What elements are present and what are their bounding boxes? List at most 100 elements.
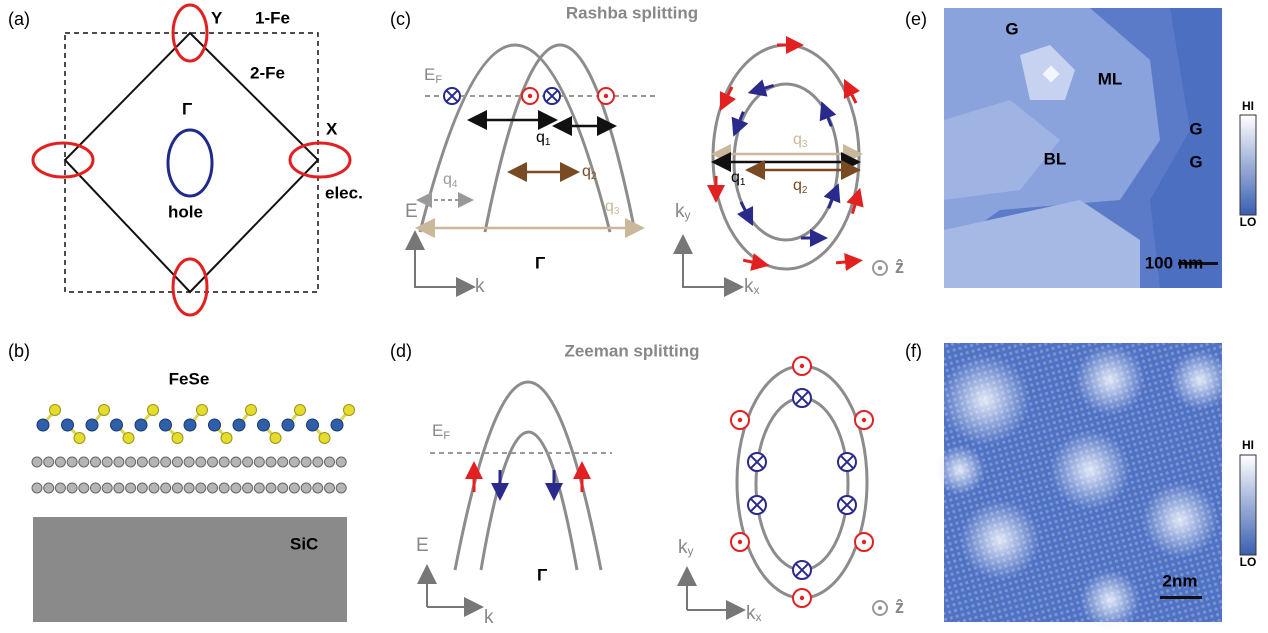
si-atom [266,483,276,493]
ef-main: E [424,65,435,84]
si-atom [313,457,323,467]
label-y: Y [211,8,223,27]
si-atom [102,457,112,467]
panel-label: (b) [8,341,30,361]
si-atom [231,457,241,467]
si-atom [44,483,54,493]
q-sub: 2 [802,185,808,196]
q-label: q1 [536,129,551,147]
k-sub: x [754,283,760,297]
electron-pocket [290,143,350,177]
se-atom [50,405,61,416]
ef-sub: F [435,74,442,86]
q-sub: 1 [740,177,746,188]
si-atom [336,483,346,493]
fe-atom [331,419,343,431]
spin-out-dot [528,94,532,98]
si-atom [126,457,136,467]
fe-atom [160,419,172,431]
spin-out-dot [878,606,882,610]
fe-atom [37,419,49,431]
band [455,382,601,570]
panel-label: (d) [390,341,412,361]
si-atom [289,483,299,493]
fe-atom [258,419,270,431]
fe-atom [233,419,245,431]
spin-out-dot [862,540,866,544]
se-atom [123,433,134,444]
se-atom [221,433,232,444]
gamma-label: Γ [537,565,547,584]
q-label: q3 [793,131,808,149]
si-atom [44,457,54,467]
spin-markers [444,45,887,275]
gamma-label: Γ [535,253,545,272]
z-label: ẑ [895,257,904,277]
si-atom [219,457,229,467]
si-atom [114,483,124,493]
si-atom [231,483,241,493]
scale-label: 100 nm [1145,253,1204,272]
si-atom [313,483,323,493]
colorbar-lo: LO [1240,215,1257,229]
scale-bar [1160,596,1202,599]
panel-label: (f) [905,341,922,361]
si-atom [55,483,65,493]
ef-label: EF [424,65,442,85]
se-atom [295,405,306,416]
si-atom [208,483,218,493]
se-atom [270,433,281,444]
fe-atom [62,419,74,431]
ef-sub: F [443,430,450,442]
se-atom [99,405,110,416]
si-atom [102,483,112,493]
label-x: X [326,119,338,138]
k-axis-label: k [484,607,494,628]
panel-label: (e) [905,9,927,29]
sic-substrate [33,517,347,622]
fe-atom [86,419,98,431]
colorbar [1240,455,1256,555]
region-label: G [1005,19,1018,38]
stm-topography [944,8,1222,288]
label-1fe: 1-Fe [255,8,290,27]
si-atom [243,457,253,467]
se-atom [74,433,85,444]
si-atom [325,483,335,493]
label-sic: SiC [290,534,318,553]
k-main: k [675,201,685,222]
q-label: q2 [793,177,808,195]
se-atom [172,433,183,444]
q-sub: 3 [614,206,620,217]
panel-title: Rashba splitting [566,3,698,22]
q-label: q4 [443,171,458,189]
si-atom [161,457,171,467]
si-atom [137,483,147,493]
region-label: G [1189,119,1202,138]
panel-title: Zeeman splitting [564,341,699,360]
si-atom [219,483,229,493]
k-main: k [678,537,688,558]
si-atom [301,457,311,467]
fese-layer [32,405,355,494]
label-fese: FeSe [169,369,210,388]
k-axis-label: k [475,276,485,297]
figure: (a) Y 1-Fe 2-Fe Γ X hole elec. (b) FeSe … [0,0,1268,633]
q-sub: 2 [591,171,597,182]
si-atom [91,457,101,467]
si-atom [126,483,136,493]
k-sub: x [756,610,762,624]
si-atom [67,457,77,467]
q-sub: 4 [452,179,458,190]
si-atom [325,457,335,467]
spin-markers [731,357,887,615]
ky-label: ky [678,537,694,558]
label-elec: elec. [325,183,363,202]
q-main: q [605,198,614,215]
fe-atom [111,419,123,431]
fe-atom [135,419,147,431]
q-label: q1 [731,169,746,187]
si-atom [208,457,218,467]
ef-main: E [432,421,443,440]
si-atom [161,483,171,493]
